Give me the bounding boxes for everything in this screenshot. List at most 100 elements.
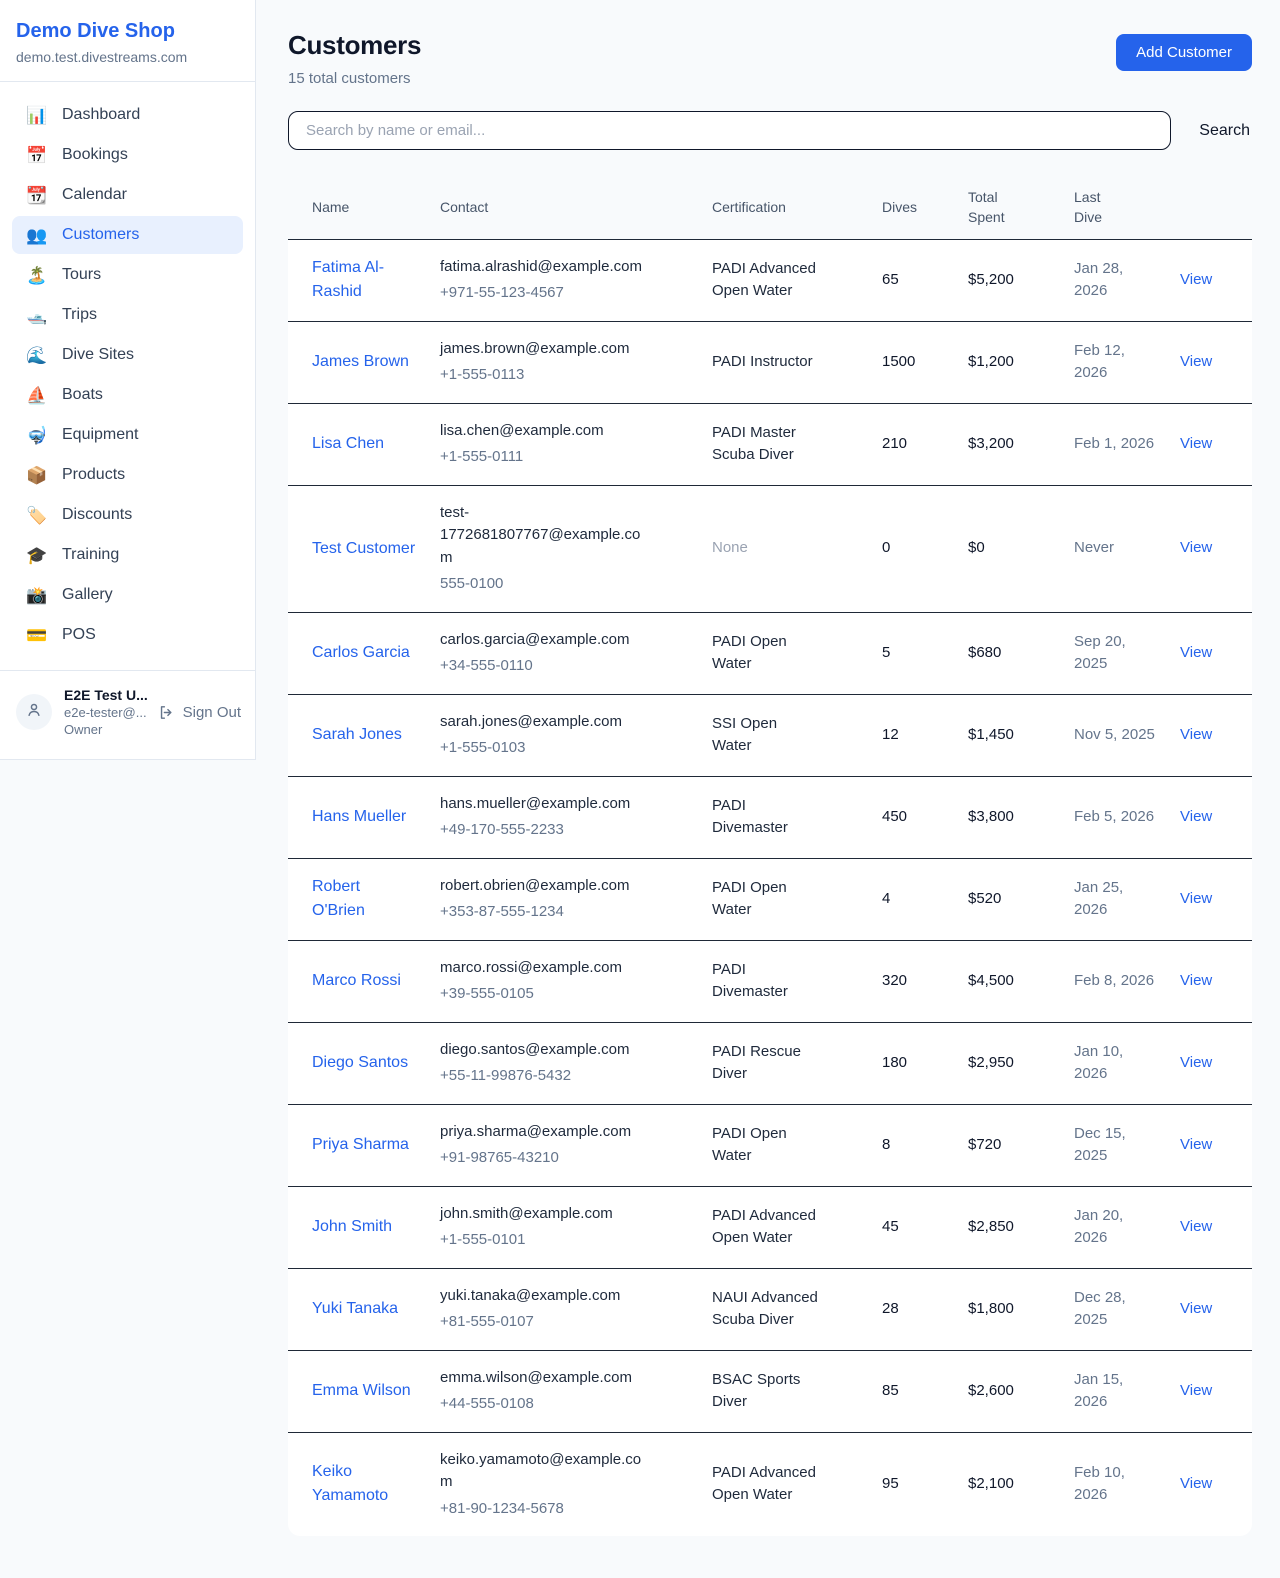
sidebar-item-gallery[interactable]: 📸 Gallery <box>12 576 243 614</box>
customer-name-link[interactable]: Priya Sharma <box>312 1136 409 1154</box>
customer-name-link[interactable]: Keiko Yamamoto <box>312 1463 389 1505</box>
customer-name-link[interactable]: Robert O'Brien <box>312 878 365 920</box>
sidebar-item-customers[interactable]: 👥 Customers <box>12 216 243 254</box>
customer-certification: None <box>700 484 870 613</box>
customer-last-dive: Jan 10, 2026 <box>1062 1021 1168 1105</box>
view-customer-link[interactable]: View <box>1180 539 1213 557</box>
customer-last-dive: Feb 1, 2026 <box>1062 402 1168 486</box>
customer-certification: PADI Advanced Open Water <box>700 1185 870 1269</box>
view-customer-link[interactable]: View <box>1180 270 1213 288</box>
diving-mask-icon: 🤿 <box>26 425 48 445</box>
customer-name-link[interactable]: Fatima Al-Rashid <box>312 259 385 301</box>
table-row: Keiko Yamamoto keiko.yamamoto@example.co… <box>288 1431 1252 1537</box>
customer-name-link[interactable]: Lisa Chen <box>312 435 385 453</box>
sidebar-item-dive-sites[interactable]: 🌊 Dive Sites <box>12 336 243 374</box>
sidebar-item-equipment[interactable]: 🤿 Equipment <box>12 416 243 454</box>
customer-certification: PADI Advanced Open Water <box>700 1431 870 1537</box>
view-customer-link[interactable]: View <box>1180 725 1213 743</box>
customer-phone: +81-90-1234-5678 <box>440 1499 564 1517</box>
sidebar-item-tours[interactable]: 🏝️ Tours <box>12 256 243 294</box>
graduation-cap-icon: 🎓 <box>26 545 48 565</box>
sidebar-item-trips[interactable]: 🛥️ Trips <box>12 296 243 334</box>
sidebar-item-label: Dive Sites <box>62 346 135 363</box>
sidebar-item-products[interactable]: 📦 Products <box>12 456 243 494</box>
customer-name-link[interactable]: Marco Rossi <box>312 972 401 990</box>
customer-name-link[interactable]: Emma Wilson <box>312 1382 411 1400</box>
sidebar-item-boats[interactable]: ⛵ Boats <box>12 376 243 414</box>
user-name: E2E Test U... <box>64 687 148 703</box>
customer-phone: +44-555-0108 <box>440 1395 534 1413</box>
column-header-dives: Dives <box>870 176 956 240</box>
column-header-contact: Contact <box>428 176 700 240</box>
sidebar-item-dashboard[interactable]: 📊 Dashboard <box>12 96 243 134</box>
add-customer-button[interactable]: Add Customer <box>1116 34 1252 71</box>
view-customer-link[interactable]: View <box>1180 434 1213 452</box>
sidebar-item-pos[interactable]: 💳 POS <box>12 616 243 654</box>
customer-email: emma.wilson@example.com <box>440 1368 632 1386</box>
customer-name-link[interactable]: Carlos Garcia <box>312 644 410 662</box>
customer-total-spent: $680 <box>956 611 1062 695</box>
customer-phone: +39-555-0105 <box>440 985 534 1003</box>
customer-email: fatima.alrashid@example.com <box>440 257 642 275</box>
sign-out-button[interactable]: Sign Out <box>158 704 241 721</box>
table-body: Fatima Al-Rashid fatima.alrashid@example… <box>288 239 1252 1537</box>
customer-last-dive: Dec 15, 2025 <box>1062 1103 1168 1187</box>
user-info: E2E Test U... e2e-tester@... Owner <box>64 687 148 737</box>
column-header-certification: Certification <box>700 176 870 240</box>
sailboat-icon: ⛵ <box>26 385 48 405</box>
view-customer-link[interactable]: View <box>1180 1135 1213 1153</box>
sidebar-item-bookings[interactable]: 📅 Bookings <box>12 136 243 174</box>
customers-table: Name Contact Certification Dives Total S… <box>288 176 1252 1537</box>
people-icon: 👥 <box>26 225 48 245</box>
sidebar-item-label: Tours <box>62 266 102 283</box>
customer-dives: 4 <box>870 857 956 941</box>
customer-certification: NAUI Advanced Scuba Diver <box>700 1267 870 1351</box>
customer-total-spent: $520 <box>956 857 1062 941</box>
customer-name-link[interactable]: Sarah Jones <box>312 726 402 744</box>
customer-name-link[interactable]: Yuki Tanaka <box>312 1300 398 1318</box>
sidebar-item-label: Customers <box>62 226 140 243</box>
customer-name-link[interactable]: Diego Santos <box>312 1054 409 1072</box>
customer-name-link[interactable]: Hans Mueller <box>312 808 407 826</box>
customer-dives: 5 <box>870 611 956 695</box>
view-customer-link[interactable]: View <box>1180 1217 1213 1235</box>
view-customer-link[interactable]: View <box>1180 1299 1213 1317</box>
search-input[interactable] <box>288 111 1172 150</box>
customer-last-dive: Feb 10, 2026 <box>1062 1431 1168 1537</box>
table-row: Yuki Tanaka yuki.tanaka@example.com +81-… <box>288 1267 1252 1351</box>
search-button[interactable]: Search <box>1199 121 1250 139</box>
sidebar-item-calendar[interactable]: 📆 Calendar <box>12 176 243 214</box>
sidebar-item-label: Products <box>62 466 126 483</box>
sidebar-item-discounts[interactable]: 🏷️ Discounts <box>12 496 243 534</box>
view-customer-link[interactable]: View <box>1180 1381 1213 1399</box>
table-row: Fatima Al-Rashid fatima.alrashid@example… <box>288 239 1252 321</box>
customer-certification: SSI Open Water <box>700 693 870 777</box>
customer-last-dive: Feb 12, 2026 <box>1062 320 1168 404</box>
view-customer-link[interactable]: View <box>1180 1475 1213 1493</box>
customer-name-link[interactable]: John Smith <box>312 1218 393 1236</box>
customer-last-dive: Feb 5, 2026 <box>1062 775 1168 859</box>
sidebar-footer: E2E Test U... e2e-tester@... Owner Sign … <box>0 670 255 759</box>
customer-email: sarah.jones@example.com <box>440 712 622 730</box>
customer-phone: 555-0100 <box>440 575 504 593</box>
table-row: John Smith john.smith@example.com +1-555… <box>288 1185 1252 1269</box>
customer-dives: 45 <box>870 1185 956 1269</box>
calendar-icon: 📅 <box>26 145 48 165</box>
customer-certification: PADI Advanced Open Water <box>712 259 816 300</box>
view-customer-link[interactable]: View <box>1180 889 1213 907</box>
customer-phone: +34-555-0110 <box>440 657 533 675</box>
customer-name-link[interactable]: James Brown <box>312 353 409 371</box>
view-customer-link[interactable]: View <box>1180 971 1213 989</box>
table-row: James Brown james.brown@example.com +1-5… <box>288 320 1252 404</box>
view-customer-link[interactable]: View <box>1180 643 1213 661</box>
view-customer-link[interactable]: View <box>1180 807 1213 825</box>
view-customer-link[interactable]: View <box>1180 352 1213 370</box>
sidebar-nav: 📊 Dashboard 📅 Bookings 📆 Calendar 👥 Cust… <box>0 82 255 670</box>
view-customer-link[interactable]: View <box>1180 1053 1213 1071</box>
sidebar-item-training[interactable]: 🎓 Training <box>12 536 243 574</box>
table-row: Lisa Chen lisa.chen@example.com +1-555-0… <box>288 402 1252 486</box>
sign-out-label: Sign Out <box>182 703 241 721</box>
customer-last-dive: Jan 25, 2026 <box>1062 857 1168 941</box>
customer-name-link[interactable]: Test Customer <box>312 539 416 557</box>
sidebar-header: Demo Dive Shop demo.test.divestreams.com <box>0 0 255 82</box>
